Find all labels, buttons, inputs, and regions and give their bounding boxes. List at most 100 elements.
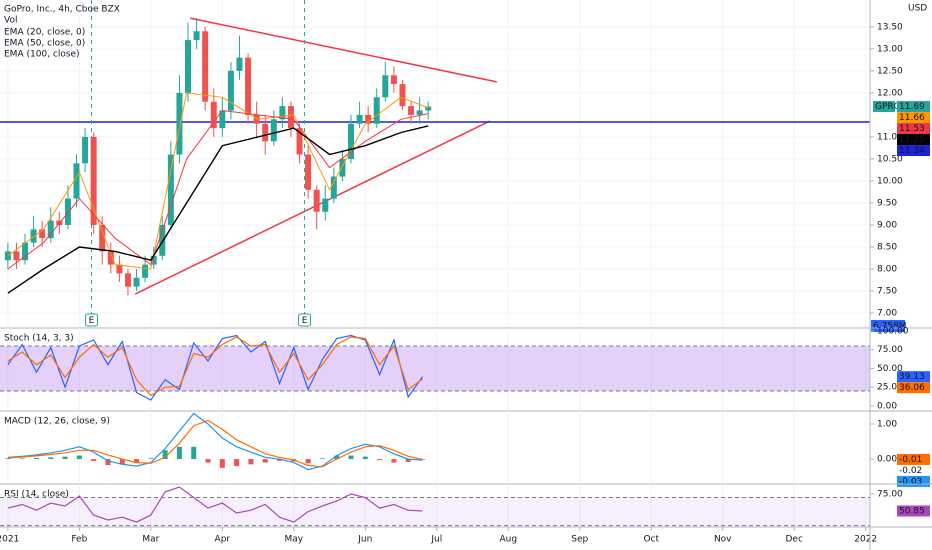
candle-body — [185, 40, 192, 93]
value-label: -0.03 — [899, 477, 922, 487]
y-tick-label: 12.00 — [877, 88, 903, 98]
candle-body — [142, 264, 149, 278]
histogram-bar — [348, 455, 354, 460]
candle-body — [150, 255, 157, 265]
y-tick-label: 10.50 — [877, 154, 903, 164]
candle-body — [270, 119, 277, 142]
candle-body — [116, 264, 123, 274]
pane: 0.00 25.00 50.00 75.00 100.00 Stoch (14, 3, 3… — [0, 326, 932, 412]
candle-body — [4, 251, 11, 261]
x-tick-label: Apr — [215, 535, 231, 545]
histogram-bar — [119, 459, 125, 465]
candle-body — [322, 198, 329, 212]
candle-body — [253, 114, 260, 124]
ema-line — [7, 125, 429, 294]
candle-body — [296, 128, 303, 155]
candle-body — [193, 31, 200, 41]
value-label: 11.53 — [899, 124, 925, 134]
histogram-bar — [105, 459, 111, 466]
histogram-bar — [205, 459, 211, 463]
y-tick-label: 13.00 — [877, 44, 903, 54]
candle-body — [30, 229, 37, 243]
histogram-bar — [191, 446, 197, 460]
ticker-label: GPRO — [875, 102, 901, 112]
candle-body — [287, 106, 294, 129]
candle-body — [124, 273, 131, 287]
histogram-bar — [5, 458, 11, 460]
y-tick-label: 13.50 — [877, 22, 903, 32]
value-label: 50.85 — [899, 506, 925, 516]
value-label-box — [897, 112, 930, 124]
indicator-line — [7, 412, 423, 471]
pane: 7.007.508.008.509.009.5010.0010.5011.001… — [0, 0, 932, 332]
candle-body — [202, 31, 209, 102]
y-tick-label: 11.00 — [877, 132, 903, 142]
candle-body — [176, 92, 183, 155]
histogram-bar — [334, 455, 340, 460]
y-tick-label: 100.00 — [877, 326, 909, 336]
y-tick-label: 8.50 — [877, 242, 897, 252]
value-label-box — [897, 134, 930, 146]
y-tick-label: 50.00 — [877, 364, 903, 374]
ema-line — [7, 92, 429, 270]
volume-title: Vol — [4, 16, 17, 26]
histogram-bar — [48, 457, 54, 460]
candle-body — [356, 114, 363, 124]
candle-body — [210, 101, 217, 129]
histogram-bar — [19, 458, 25, 460]
candle-body — [390, 75, 397, 85]
y-tick-label: 1.00 — [877, 419, 897, 429]
event-marker — [298, 313, 312, 327]
trendline — [134, 120, 491, 295]
pane: 75.00 RSI (14, close) 50.85 2021 Feb Mar Apr Ma… — [0, 484, 932, 545]
candle-body — [47, 220, 54, 239]
y-tick-label: 0.00 — [877, 455, 897, 465]
histogram-bar — [391, 459, 397, 463]
value-label-box — [897, 475, 930, 487]
indicator-line — [7, 486, 423, 523]
value-label-box — [897, 505, 930, 517]
value-label-box — [897, 101, 930, 113]
candle-body — [227, 70, 234, 111]
candle-body — [73, 163, 80, 199]
histogram-bar — [176, 446, 182, 460]
trendline — [190, 17, 497, 83]
value-label-box — [897, 123, 930, 135]
value-label: 11.66 — [899, 113, 925, 123]
candle-body — [416, 110, 423, 115]
band-fill — [0, 497, 870, 526]
candle-body — [82, 136, 89, 164]
candle-body — [39, 229, 46, 239]
pane-title: Stoch (14, 3, 3) — [4, 334, 74, 344]
histogram-bar — [62, 456, 68, 460]
x-tick-label: Feb — [71, 535, 87, 545]
indicator-line — [7, 336, 423, 397]
value-label: -0.01 — [899, 455, 922, 465]
x-tick-label: Jun — [357, 535, 372, 545]
candle-body — [133, 277, 140, 287]
value-label-box — [897, 453, 930, 465]
candle-body — [90, 136, 97, 225]
ticker-box — [873, 101, 895, 113]
pane-title: MACD (12, 26, close, 9) — [4, 417, 110, 427]
y-tick-label: 10.00 — [877, 176, 903, 186]
candle-body — [399, 84, 406, 107]
band-fill — [0, 345, 870, 391]
volume-label-box — [871, 320, 905, 332]
x-tick-label: Oct — [643, 535, 659, 545]
candle-body — [408, 106, 415, 115]
x-tick-label: May — [285, 535, 304, 545]
x-tick-label: Aug — [499, 535, 517, 545]
y-tick-label: 8.00 — [877, 265, 897, 275]
pane: 0.00 1.00 MACD (12, 26, close, 9) -0.01 -0.0… — [0, 411, 932, 487]
currency: USD — [908, 4, 927, 14]
value-label-box — [897, 371, 930, 383]
histogram-bar — [248, 459, 254, 465]
x-tick-label: 2021 — [0, 535, 19, 545]
histogram-bar — [219, 459, 225, 468]
candle-body — [219, 110, 226, 129]
candle-body — [22, 242, 29, 261]
candle-body — [99, 224, 106, 252]
y-tick-label: 0.00 — [877, 401, 897, 411]
